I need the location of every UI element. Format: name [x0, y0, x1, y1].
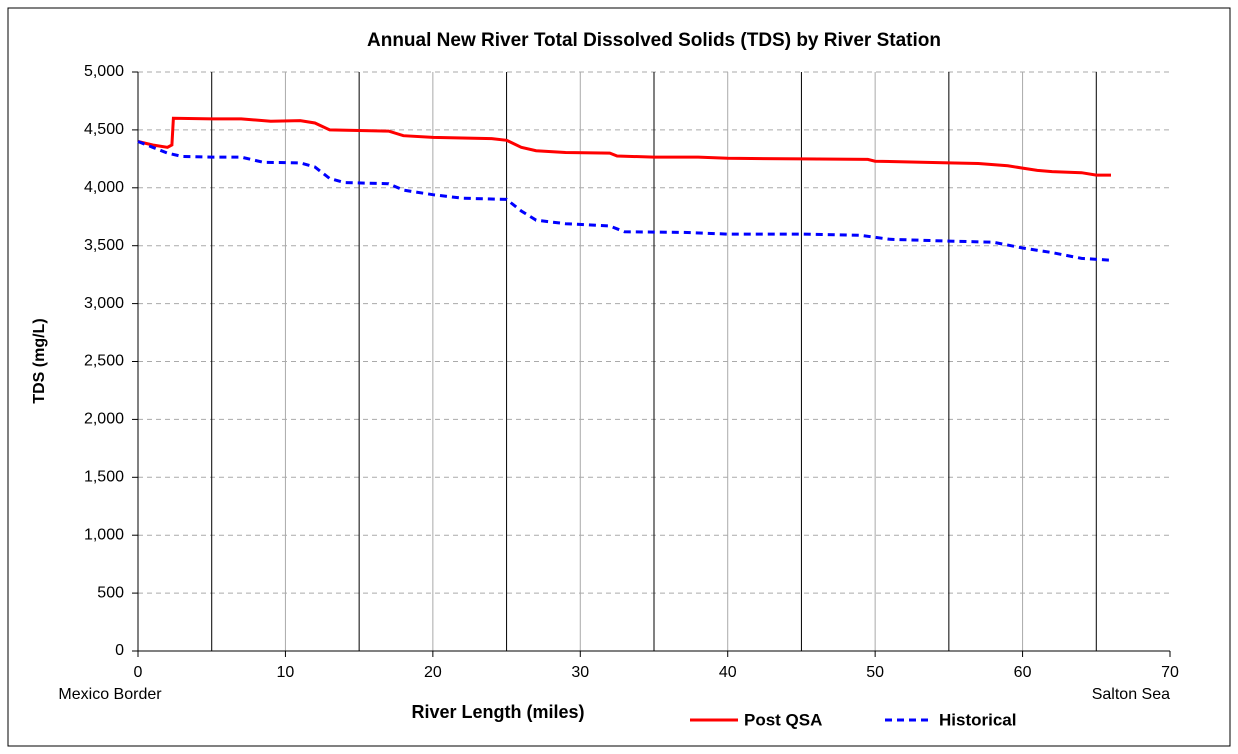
- annotation: Mexico Border: [58, 686, 162, 703]
- x-tick-label: 50: [866, 664, 884, 681]
- legend-label: Post QSA: [744, 710, 822, 729]
- x-tick-label: 30: [571, 664, 589, 681]
- y-tick-label: 4,000: [84, 179, 124, 196]
- x-tick-label: 40: [719, 664, 737, 681]
- y-tick-label: 1,000: [84, 526, 124, 543]
- y-axis-label: TDS (mg/L): [31, 318, 48, 403]
- x-axis-label: River Length (miles): [411, 702, 584, 722]
- y-tick-label: 4,500: [84, 121, 124, 138]
- y-tick-label: 2,000: [84, 411, 124, 428]
- x-tick-label: 60: [1014, 664, 1032, 681]
- y-tick-label: 3,000: [84, 295, 124, 312]
- series-line: [137, 116, 1111, 177]
- chart-title: Annual New River Total Dissolved Solids …: [367, 30, 941, 51]
- series-line: [137, 140, 1112, 262]
- x-tick-label: 70: [1161, 664, 1179, 681]
- y-tick-label: 1,500: [84, 469, 124, 486]
- y-tick-label: 500: [97, 584, 124, 601]
- y-tick-label: 3,500: [84, 237, 124, 254]
- y-tick-label: 2,500: [84, 353, 124, 370]
- x-tick-label: 10: [277, 664, 295, 681]
- x-tick-label: 20: [424, 664, 442, 681]
- x-tick-label: 0: [134, 664, 143, 681]
- legend-label: Historical: [939, 710, 1016, 729]
- y-tick-label: 0: [115, 642, 124, 659]
- y-tick-label: 5,000: [84, 63, 124, 80]
- annotation: Salton Sea: [1092, 686, 1170, 703]
